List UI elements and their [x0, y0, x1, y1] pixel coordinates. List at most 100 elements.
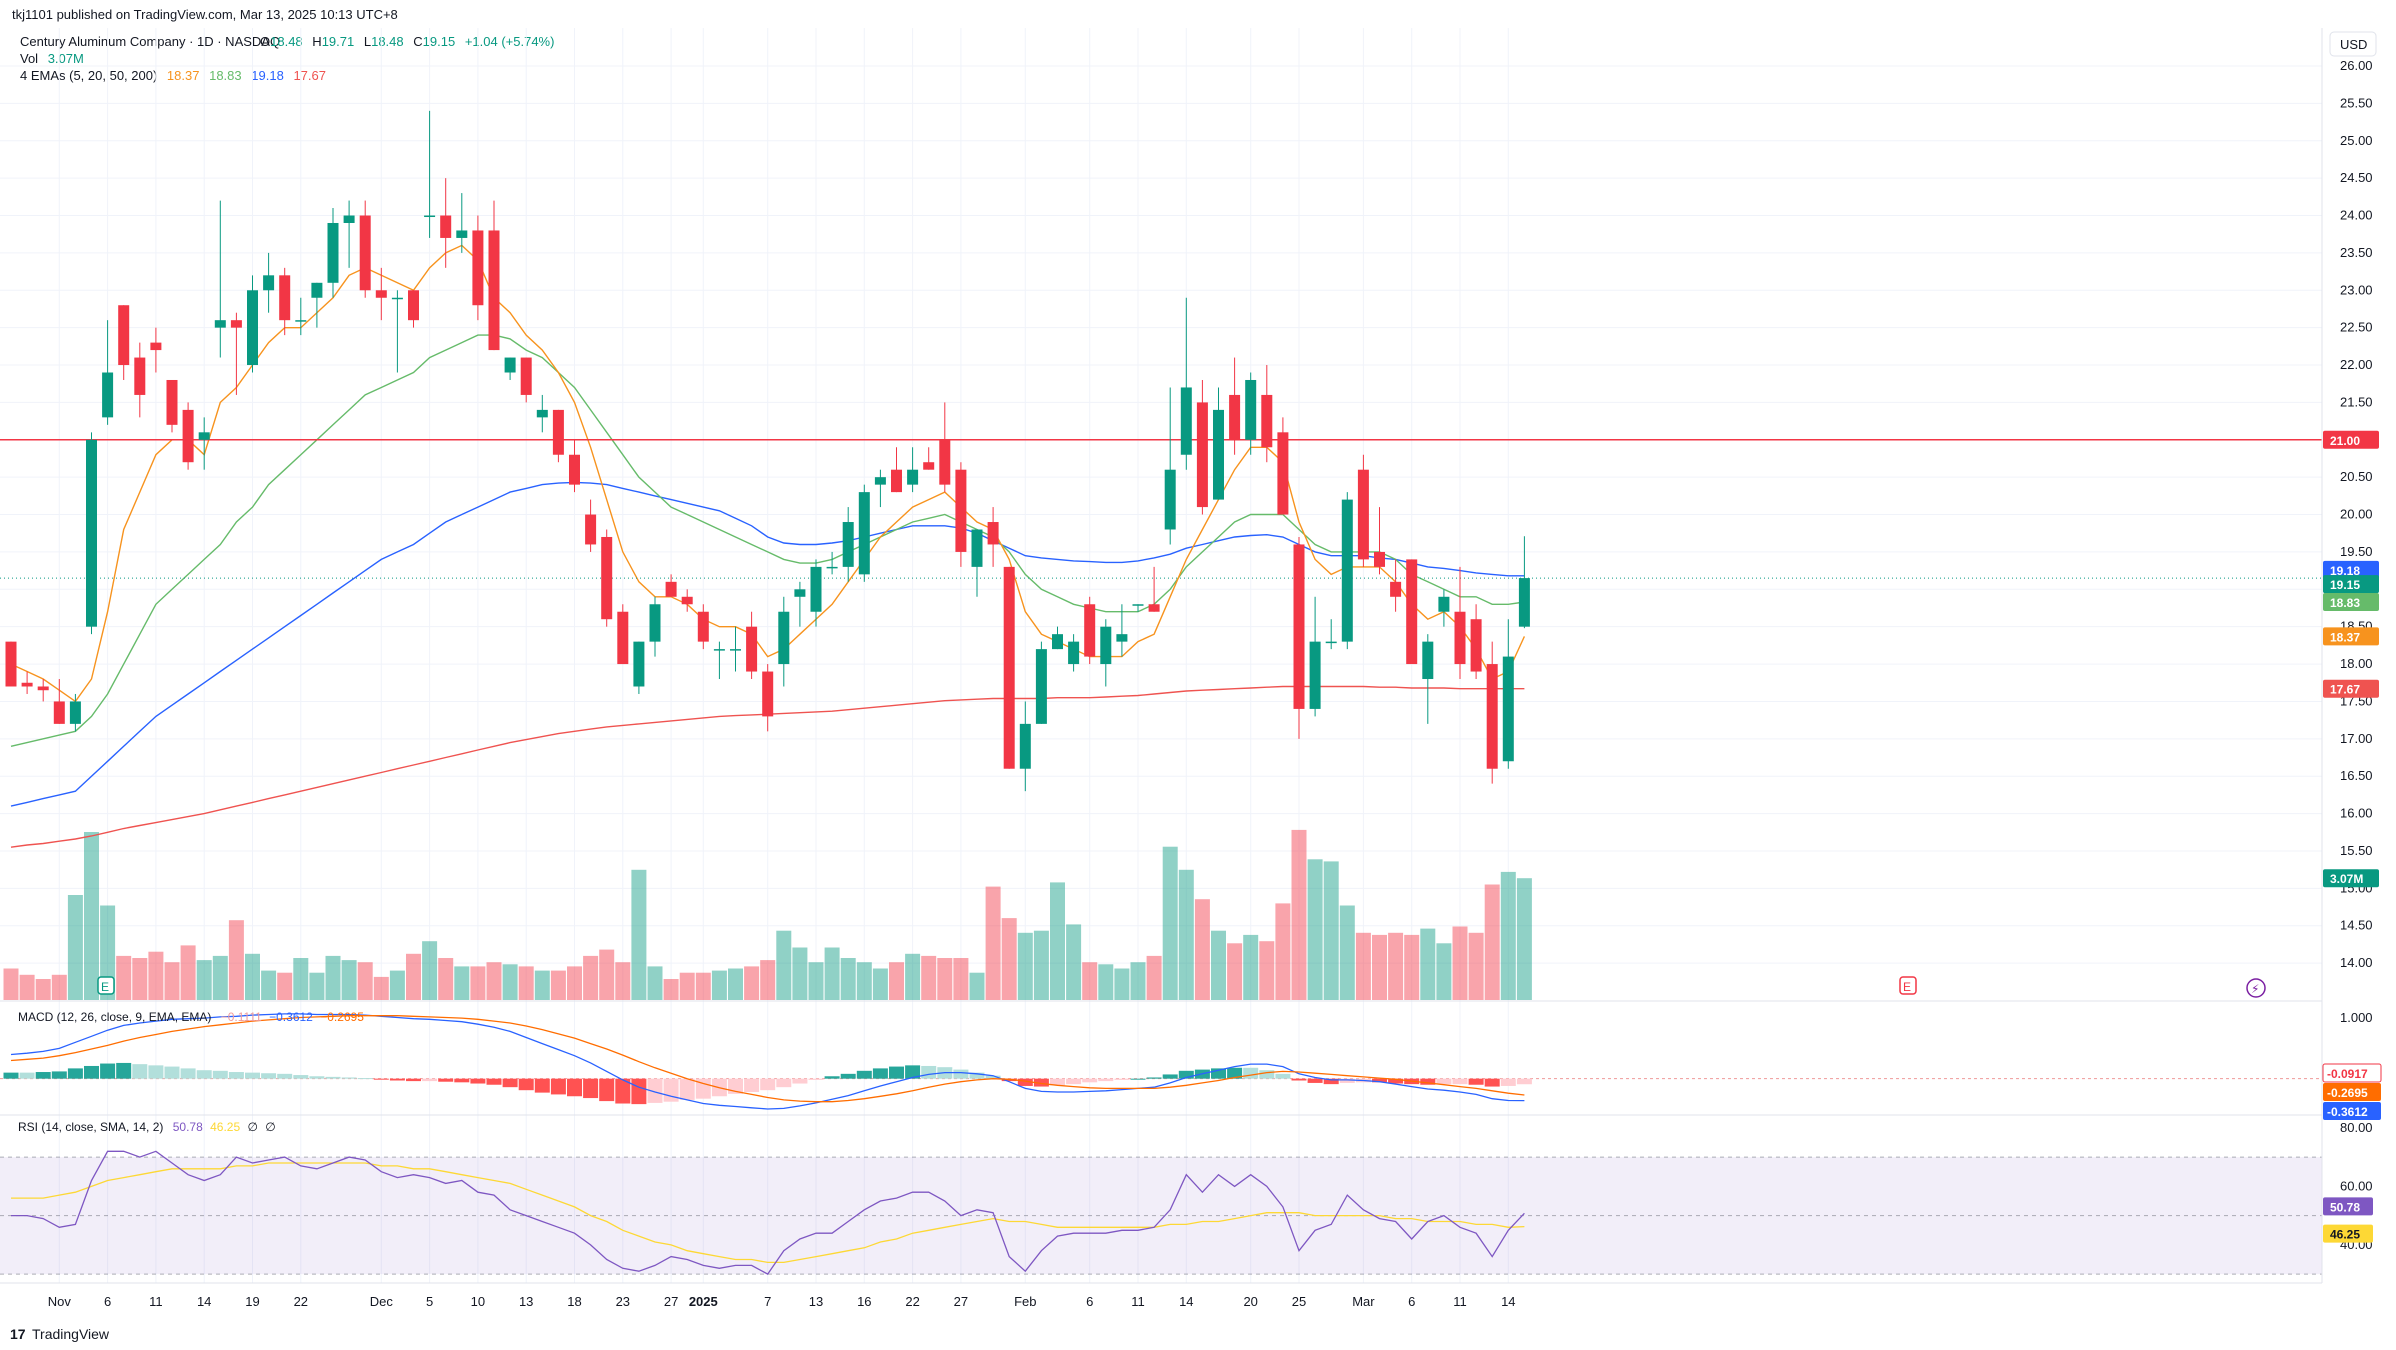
- candle-body: [472, 230, 484, 306]
- volume-bar: [389, 970, 405, 1000]
- currency-box[interactable]: [2329, 31, 2377, 57]
- candle-body: [585, 514, 597, 545]
- macd-histogram-bar: [148, 1065, 164, 1079]
- candle-body: [1502, 656, 1514, 762]
- candle-body: [1486, 664, 1498, 769]
- macd-histogram-bar: [373, 1078, 389, 1080]
- candle-body: [907, 469, 919, 485]
- volume-bar: [1388, 932, 1404, 1000]
- time-tick-label: 14: [1179, 1294, 1193, 1309]
- volume-bar: [647, 966, 663, 1000]
- macd-histogram-bar: [1243, 1067, 1259, 1079]
- price-tick-label: 24.50: [2340, 170, 2373, 185]
- symbol-line: Century Aluminum Company · 1D · NASDAQ: [20, 34, 280, 49]
- macd-histogram-bar: [438, 1078, 454, 1082]
- candles-layer: [5, 110, 1530, 792]
- earnings-marker-nov[interactable]: E: [97, 976, 115, 995]
- ema20-line: [10, 334, 1525, 747]
- time-tick-label: 14: [1501, 1294, 1515, 1309]
- candle-body: [1068, 641, 1080, 665]
- candle-body: [327, 222, 339, 283]
- volume-bar: [728, 968, 743, 1000]
- macd-histogram-bar: [389, 1078, 405, 1081]
- macd-histogram-bar: [67, 1068, 83, 1079]
- volume-bar: [1307, 859, 1323, 1000]
- time-tick-label: 14: [197, 1294, 211, 1309]
- earnings-marker-feb-glyph: E: [1903, 980, 1911, 994]
- macd-histogram-bar: [1146, 1077, 1162, 1079]
- volume-bar: [663, 979, 679, 1000]
- earnings-marker-feb[interactable]: E: [1899, 976, 1917, 995]
- candle-body: [1003, 566, 1015, 769]
- volume-bar: [1259, 941, 1275, 1000]
- currency-label: USD: [2340, 37, 2367, 52]
- price-tick-label: 20.50: [2340, 469, 2373, 484]
- macd-histogram-bar: [180, 1068, 196, 1079]
- macd-histogram-bar: [1162, 1074, 1178, 1079]
- volume-bar: [1436, 943, 1452, 1000]
- volume-bar: [567, 966, 582, 1000]
- candle-body: [311, 282, 323, 298]
- rsi-empty-1: ∅: [247, 1120, 257, 1134]
- macd-histogram-bar: [1227, 1067, 1243, 1079]
- time-tick-label: 19: [245, 1294, 259, 1309]
- volume-bar: [808, 962, 824, 1000]
- macd-histogram-bar: [1259, 1070, 1275, 1079]
- dividend-marker[interactable]: ⚡: [2246, 978, 2266, 998]
- macd-histogram-bar: [293, 1075, 309, 1079]
- candle-body: [987, 522, 999, 545]
- macd-histogram-bar: [840, 1073, 856, 1079]
- candle-body: [5, 641, 17, 687]
- price-label-ema20-bg: [2323, 593, 2379, 612]
- candle-body: [939, 439, 951, 485]
- volume-bar: [1452, 926, 1468, 1000]
- volume-bar: [1227, 943, 1243, 1000]
- volume-bar: [19, 974, 35, 1000]
- volume-bar: [1178, 869, 1194, 1000]
- candle-body: [1374, 551, 1385, 567]
- rsi-title-text: RSI (14, close, SMA, 14, 2): [18, 1120, 163, 1134]
- ema-label: 4 EMAs (5, 20, 50, 200): [20, 68, 157, 83]
- macd-histogram-bar: [51, 1071, 67, 1079]
- candle-body: [955, 469, 967, 552]
- macd-histogram-bar: [824, 1076, 840, 1079]
- volume-bar: [1130, 962, 1146, 1000]
- time-tick-label: 16: [857, 1294, 871, 1309]
- volume-bar: [744, 966, 760, 1000]
- candle-body: [601, 536, 613, 620]
- candle-body: [440, 215, 452, 238]
- macd-histogram-bar: [760, 1078, 776, 1091]
- macd-title-text: MACD (12, 26, close, 9, EMA, EMA): [18, 1010, 211, 1024]
- rsi-label-rsi: 50.78: [2330, 1200, 2360, 1214]
- time-tick-label: 7: [764, 1294, 771, 1309]
- volume-bar: [1098, 964, 1114, 1000]
- time-tick-label: 25: [1292, 1294, 1306, 1309]
- candle-body: [69, 701, 81, 724]
- candle-body: [1438, 596, 1450, 612]
- candle-body: [118, 305, 130, 366]
- rsi-empty-2: ∅: [265, 1120, 275, 1134]
- candle-body: [21, 682, 33, 687]
- macd-histogram-bar: [1500, 1078, 1516, 1086]
- volume-bar: [116, 955, 132, 1000]
- candle-body: [923, 462, 935, 470]
- volume-bar: [518, 966, 534, 1000]
- candle-body: [681, 596, 693, 605]
- price-label-resistance-bg: [2323, 430, 2379, 449]
- volume-layer: [3, 829, 1532, 1000]
- tradingview-logo[interactable]: 17 TradingView: [10, 1326, 110, 1342]
- candle-body: [1422, 641, 1434, 680]
- volume-bar: [695, 972, 711, 1000]
- macd-histogram-bar: [744, 1078, 760, 1093]
- macd-histogram-bar: [1211, 1068, 1226, 1079]
- macd-histogram-bar: [550, 1078, 566, 1095]
- time-tick-label: 11: [149, 1294, 163, 1309]
- macd-histogram-bar: [277, 1073, 293, 1079]
- rsi-label-sma: 46.25: [2330, 1228, 2360, 1242]
- macd-hist-header: −0.1111: [221, 1010, 262, 1024]
- candle-body: [1470, 619, 1482, 672]
- ohlc-o-label: O: [260, 34, 270, 49]
- candle-body: [1406, 559, 1418, 665]
- candle-body: [858, 492, 870, 575]
